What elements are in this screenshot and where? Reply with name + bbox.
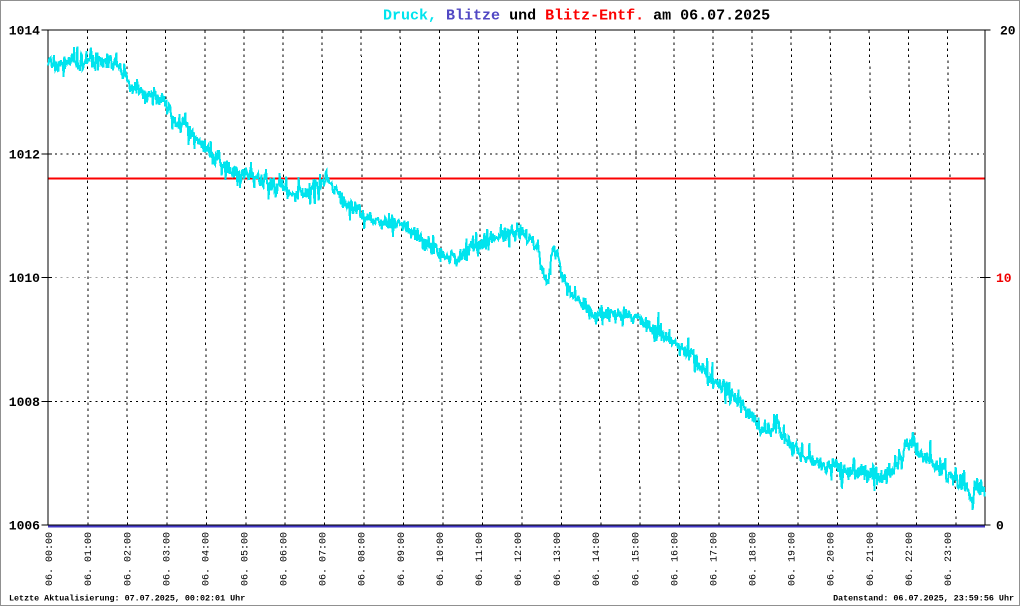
svg-text:06. 10:00: 06. 10:00 [436, 532, 447, 586]
svg-text:1006: 1006 [9, 519, 40, 534]
svg-text:06. 13:00: 06. 13:00 [553, 532, 564, 586]
svg-text:06. 07:00: 06. 07:00 [319, 532, 330, 586]
svg-text:06. 09:00: 06. 09:00 [397, 532, 408, 586]
svg-text:06. 01:00: 06. 01:00 [84, 532, 95, 586]
svg-text:10: 10 [996, 271, 1012, 286]
svg-text:06. 08:00: 06. 08:00 [358, 532, 369, 586]
svg-text:06. 18:00: 06. 18:00 [749, 532, 760, 586]
svg-text:06. 23:00: 06. 23:00 [944, 532, 955, 586]
svg-text:06. 19:00: 06. 19:00 [788, 532, 799, 586]
svg-text:1014: 1014 [9, 24, 40, 39]
svg-text:06. 02:00: 06. 02:00 [123, 532, 134, 586]
svg-text:06. 11:00: 06. 11:00 [475, 532, 486, 586]
svg-text:0: 0 [996, 519, 1004, 534]
svg-text:1010: 1010 [9, 271, 40, 286]
svg-text:06. 05:00: 06. 05:00 [241, 532, 252, 586]
svg-text:06. 17:00: 06. 17:00 [710, 532, 721, 586]
svg-text:06. 20:00: 06. 20:00 [827, 532, 838, 586]
svg-text:06. 00:00: 06. 00:00 [45, 532, 56, 586]
svg-text:06. 03:00: 06. 03:00 [162, 532, 173, 586]
svg-text:1012: 1012 [9, 147, 40, 162]
svg-text:1008: 1008 [9, 395, 40, 410]
svg-text:06. 16:00: 06. 16:00 [670, 532, 681, 586]
svg-text:06. 21:00: 06. 21:00 [866, 532, 877, 586]
svg-text:Letzte Aktualisierung: 07.07.2: Letzte Aktualisierung: 07.07.2025, 00:02… [9, 594, 245, 604]
svg-text:Datenstand: 06.07.2025, 23:59:: Datenstand: 06.07.2025, 23:59:56 Uhr [833, 594, 1014, 604]
svg-text:06. 06:00: 06. 06:00 [280, 532, 291, 586]
svg-text:06. 14:00: 06. 14:00 [592, 532, 603, 586]
svg-text:20: 20 [1000, 24, 1016, 39]
svg-text:06. 12:00: 06. 12:00 [514, 532, 525, 586]
svg-text:06. 22:00: 06. 22:00 [905, 532, 916, 586]
svg-text:06. 15:00: 06. 15:00 [631, 532, 642, 586]
svg-text:06. 04:00: 06. 04:00 [201, 532, 212, 586]
svg-text:Druck, Blitze und Blitz-Entf.: Druck, Blitze und Blitz-Entf. am 06.07.2… [383, 8, 770, 25]
